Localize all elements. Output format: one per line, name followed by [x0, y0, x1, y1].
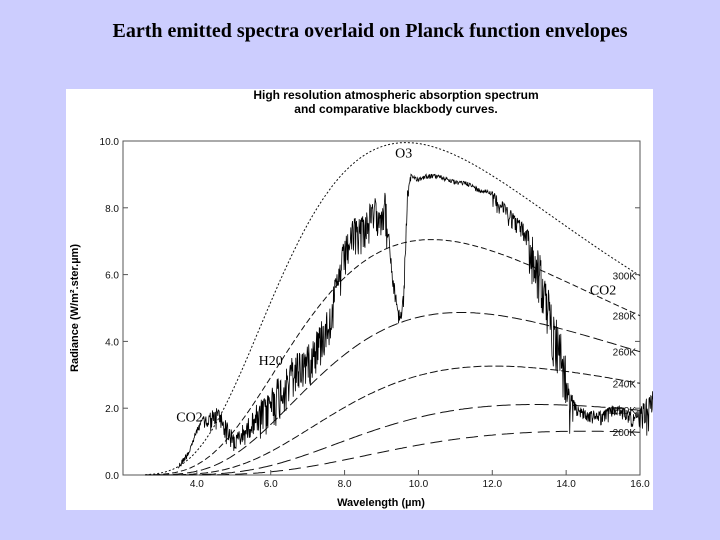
- chart-subtitle: and comparative blackbody curves.: [294, 102, 497, 116]
- spectrum: [178, 173, 653, 469]
- temperature-labels: 300K 280K 260K 240K 220K 200K: [613, 272, 637, 440]
- x-tick-label: 10.0: [409, 479, 429, 490]
- blackbody-curve-220K: [145, 404, 641, 476]
- y-tick-label: 4.0: [105, 337, 119, 348]
- x-axis-label: Wavelength (µm): [337, 497, 425, 509]
- measured-spectrum-line: [178, 173, 653, 469]
- temperature-label: 280K: [613, 312, 637, 323]
- y-tick-label: 10.0: [100, 137, 120, 148]
- y-axis-ticks: 0.0 2.0 4.0 6.0 8.0 10.0: [100, 137, 640, 482]
- band-annotation: H20: [259, 354, 283, 369]
- spectrum-chart: High resolution atmospheric absorption s…: [69, 89, 653, 509]
- blackbody-curves: [145, 142, 641, 476]
- band-annotation: CO2: [590, 284, 616, 299]
- plot-frame: [122, 140, 641, 476]
- y-tick-label: 8.0: [105, 204, 119, 215]
- chart-panel: High resolution atmospheric absorption s…: [66, 89, 653, 510]
- temperature-label: 200K: [613, 428, 637, 439]
- temperature-label: 220K: [613, 406, 637, 417]
- band-annotations: O3 CO2 H20 CO2: [176, 147, 616, 426]
- temperature-label: 300K: [613, 272, 637, 283]
- temperature-label: 240K: [613, 379, 637, 390]
- y-tick-label: 6.0: [105, 271, 119, 282]
- x-tick-label: 14.0: [556, 479, 576, 490]
- blackbody-curve-300K: [145, 142, 641, 476]
- band-annotation: O3: [395, 147, 412, 162]
- x-tick-label: 16.0: [630, 479, 650, 490]
- slide-title: Earth emitted spectra overlaid on Planck…: [112, 20, 628, 42]
- blackbody-curve-200K: [145, 430, 640, 476]
- x-tick-label: 4.0: [190, 479, 204, 490]
- x-tick-label: 12.0: [483, 479, 503, 490]
- y-tick-label: 2.0: [105, 404, 119, 415]
- y-tick-label: 0.0: [105, 471, 119, 482]
- x-axis-ticks: 4.0 6.0 8.0 10.0 12.0 14.0 16.0: [190, 470, 650, 490]
- blackbody-curve-280K: [145, 239, 641, 476]
- y-axis-label: Radiance (W/m².ster.µm): [69, 244, 81, 372]
- x-tick-label: 8.0: [338, 479, 352, 490]
- chart-title: High resolution atmospheric absorption s…: [253, 89, 538, 102]
- x-tick-label: 6.0: [264, 479, 278, 490]
- band-annotation: CO2: [176, 411, 202, 426]
- temperature-label: 260K: [613, 348, 637, 359]
